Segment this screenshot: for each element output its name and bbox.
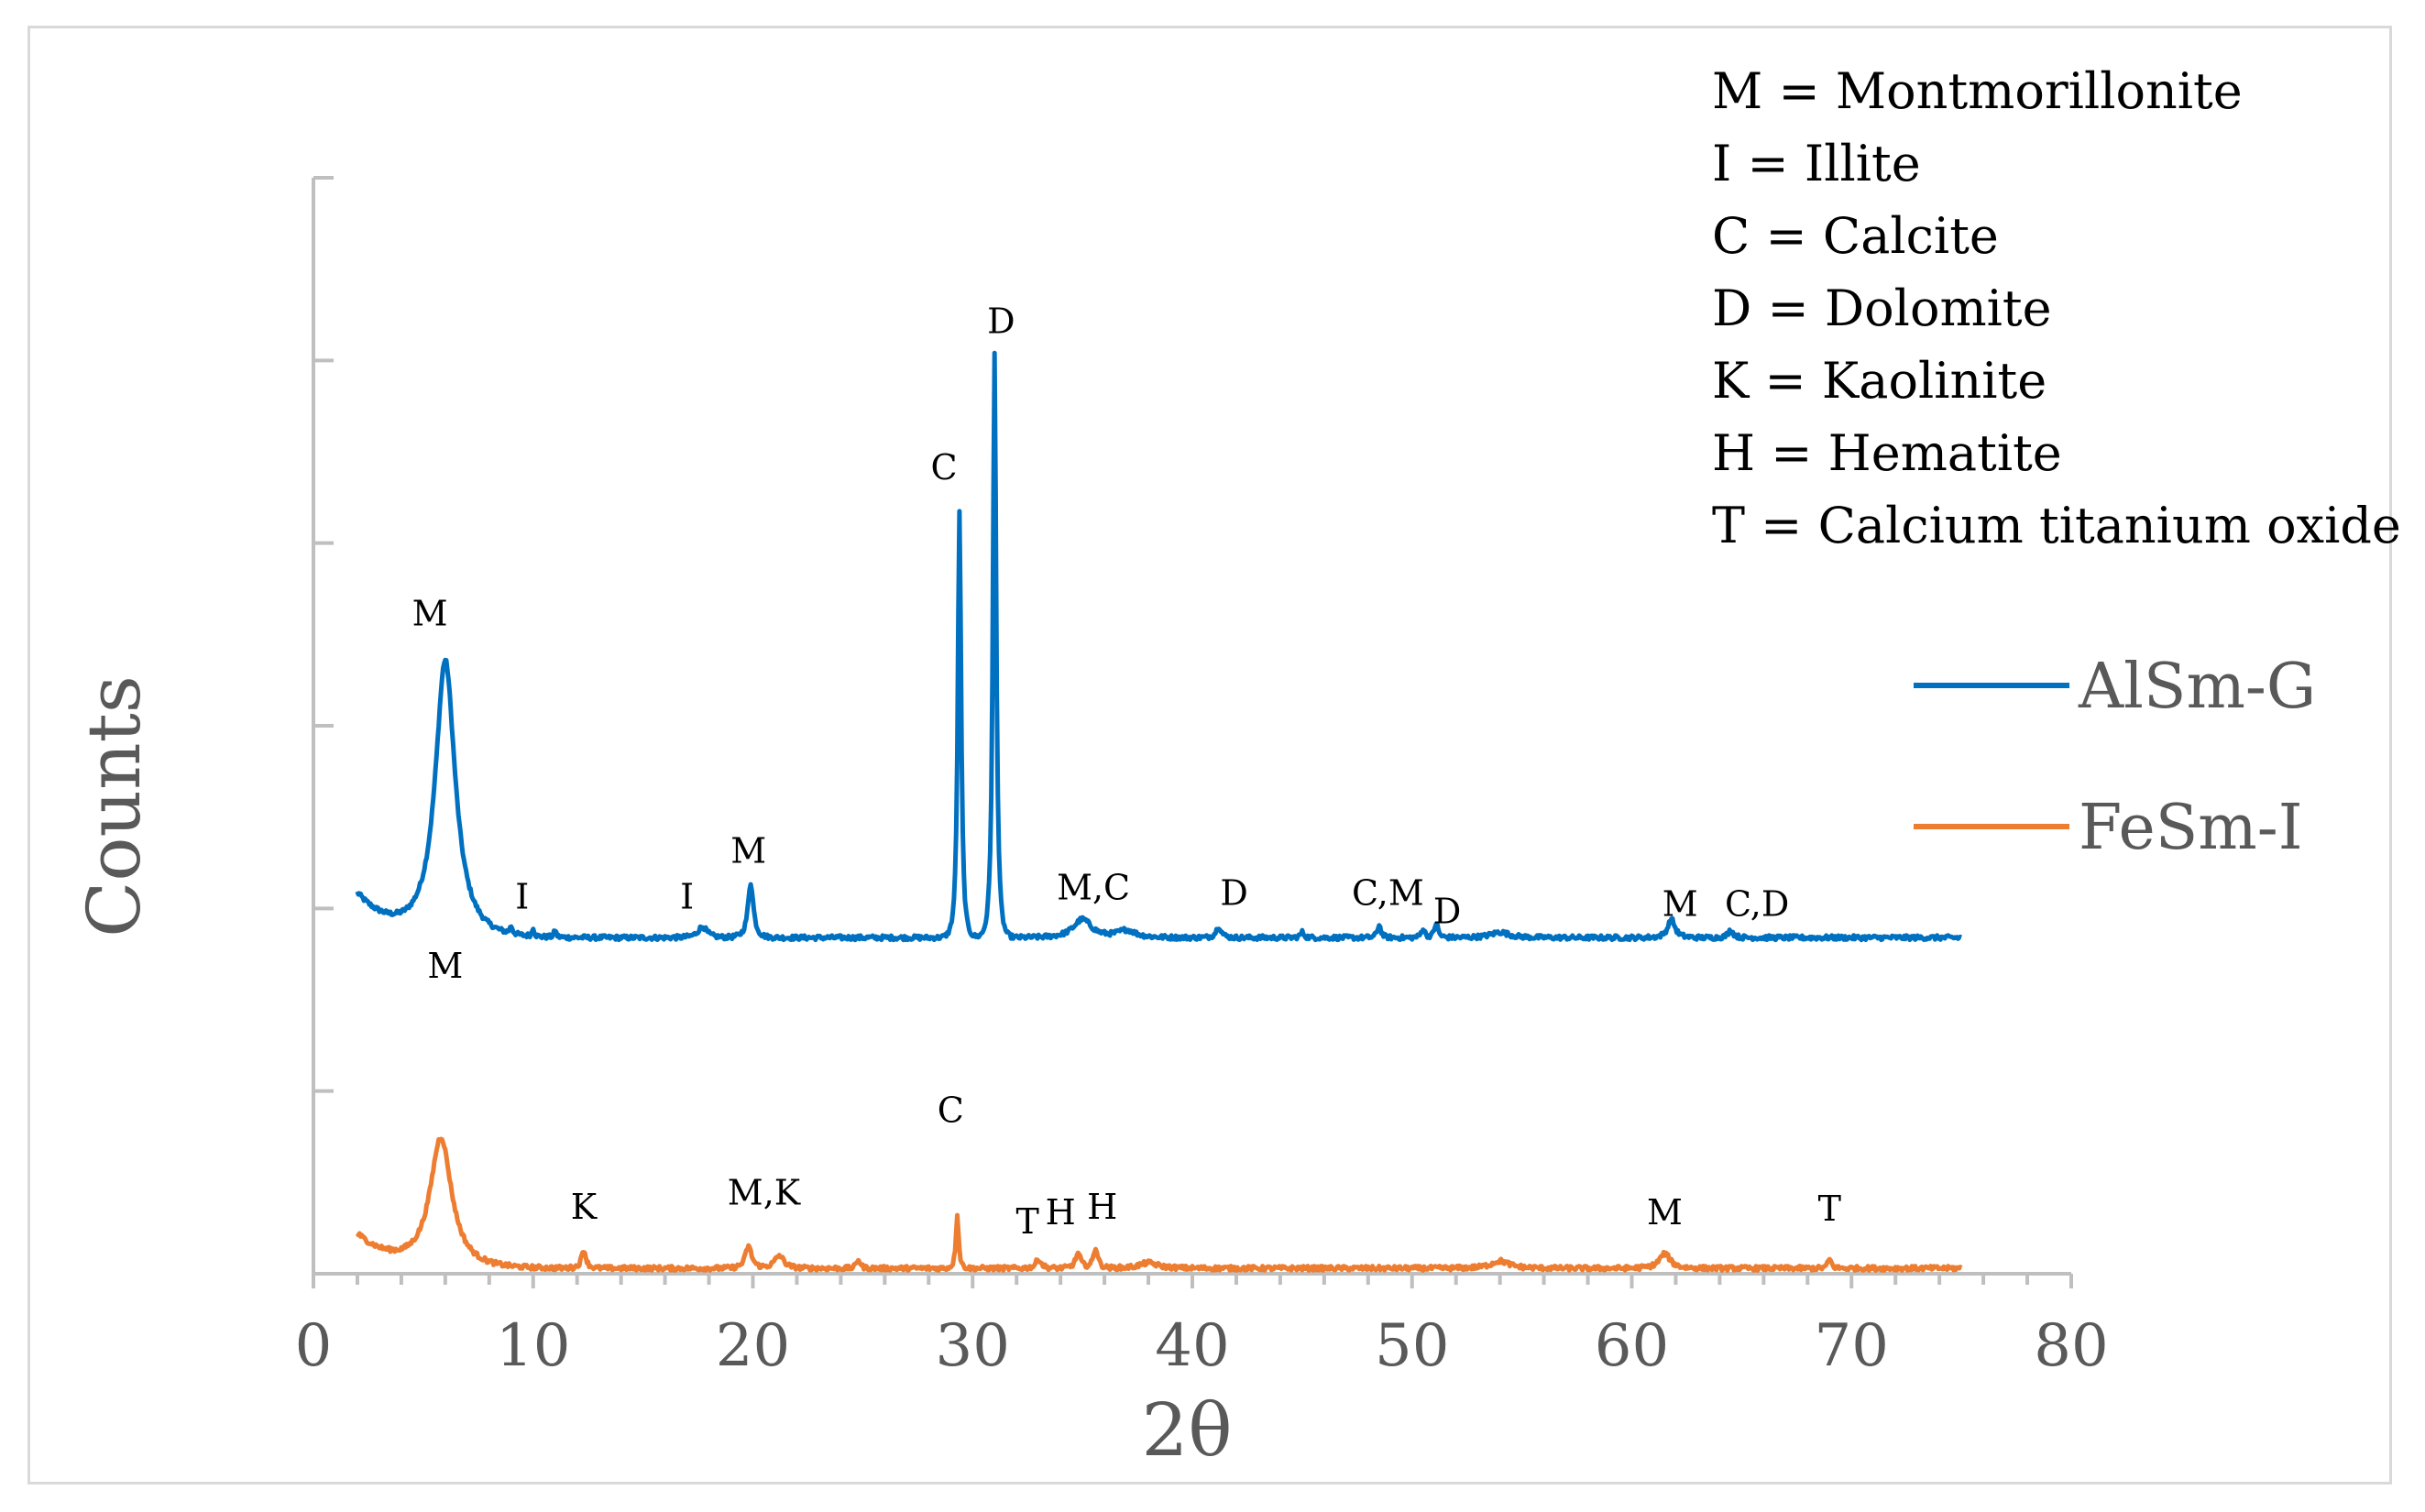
x-tick-label-4: 40 — [1155, 1312, 1229, 1380]
mineral-key: M = Montmorillonite I = Illite C = Calcite… — [1712, 62, 2401, 554]
peak-label-10: M — [1662, 883, 1698, 924]
peak-label-5: D — [987, 301, 1015, 341]
key-line-2: C = Calcite — [1712, 207, 1999, 265]
x-tick-label-5: 50 — [1375, 1312, 1449, 1380]
series-line-fesm-i — [355, 1136, 1963, 1273]
key-line-5: H = Hematite — [1712, 424, 2062, 482]
peak-label-19: M — [1647, 1192, 1683, 1233]
x-tick-label-2: 20 — [716, 1312, 790, 1380]
peak-label-8: C,M — [1352, 872, 1424, 913]
x-tick-label-0: 0 — [295, 1312, 333, 1380]
series-line-alsm-g — [355, 350, 1963, 943]
series-layer — [355, 350, 1963, 1273]
peak-label-12: M — [427, 946, 463, 986]
peak-label-7: D — [1220, 872, 1247, 913]
x-tick-label-6: 60 — [1595, 1312, 1669, 1380]
key-line-3: D = Dolomite — [1712, 279, 2052, 337]
y-axis-title: Counts — [71, 675, 157, 937]
key-line-4: K = Kaolinite — [1712, 352, 2046, 410]
peak-label-2: I — [680, 876, 694, 916]
x-tick-label-8: 80 — [2034, 1312, 2108, 1380]
peak-label-15: C — [938, 1090, 964, 1131]
peak-label-6: M,C — [1057, 867, 1130, 907]
axes: 0 10 20 30 40 50 60 70 80 — [295, 176, 2109, 1380]
legend-label-alsm-g: AlSm-G — [2078, 651, 2316, 723]
key-line-0: M = Montmorillonite — [1712, 62, 2243, 120]
x-axis-title: 2θ — [1141, 1387, 1232, 1473]
legend: AlSm-G FeSm-I — [1914, 651, 2316, 864]
peak-label-20: T — [1818, 1189, 1841, 1229]
peak-label-0: M — [412, 593, 448, 633]
key-line-6: T = Calcium titanium oxide — [1712, 497, 2401, 554]
peak-label-14: M,K — [728, 1172, 801, 1212]
chart-frame — [27, 26, 2392, 1485]
peak-label-11: C,D — [1725, 883, 1789, 924]
peak-label-9: D — [1433, 891, 1461, 931]
peak-label-16: T — [1016, 1201, 1039, 1242]
peak-label-3: M — [730, 831, 766, 871]
key-line-1: I = Illite — [1712, 135, 1921, 192]
peak-label-1: I — [515, 876, 529, 916]
peak-label-13: K — [571, 1187, 598, 1227]
legend-label-fesm-i: FeSm-I — [2079, 792, 2303, 864]
peak-label-18: H — [1087, 1187, 1117, 1227]
x-tick-label-7: 70 — [1815, 1312, 1889, 1380]
peak-label-4: C — [931, 447, 958, 488]
x-tick-label-3: 30 — [936, 1312, 1010, 1380]
peak-label-17: H — [1046, 1192, 1076, 1233]
x-tick-label-1: 10 — [496, 1312, 570, 1380]
